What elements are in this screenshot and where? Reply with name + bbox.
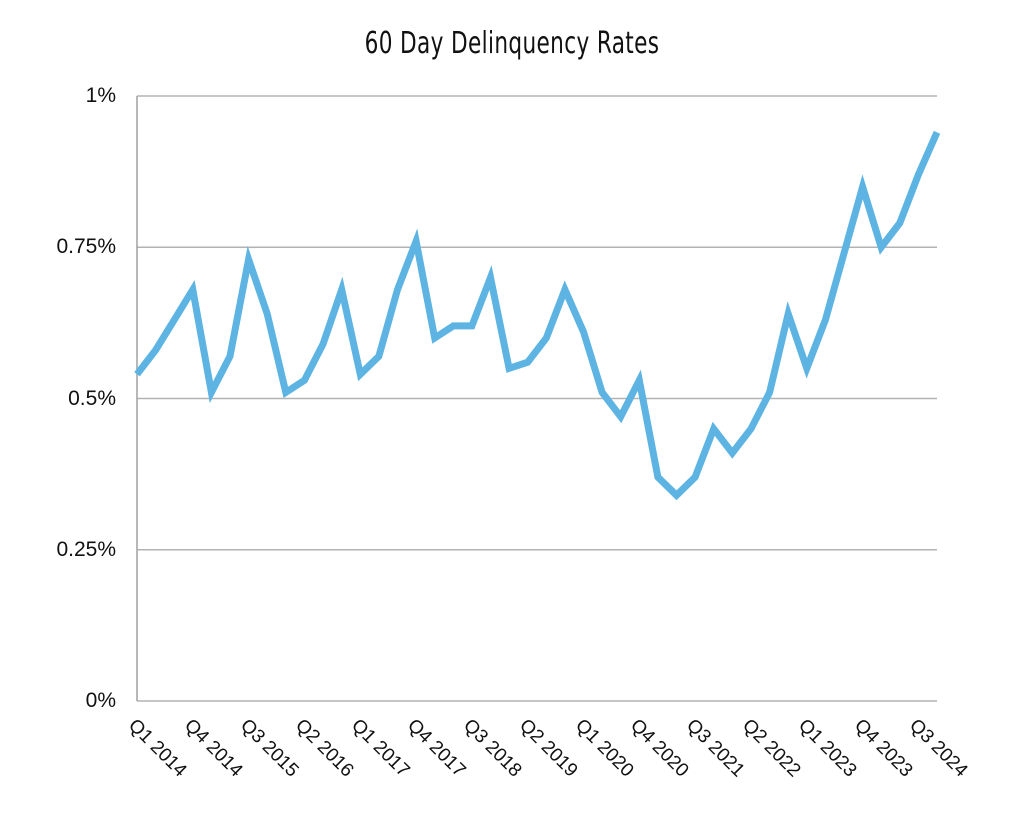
y-tick-label: 0% (85, 689, 116, 712)
y-tick-label: 1% (85, 84, 116, 107)
y-tick-label: 0.25% (56, 537, 116, 561)
chart-title: 60 Day Delinquency Rates (364, 26, 660, 61)
data-line (134, 130, 941, 501)
y-tick-label: 0.75% (56, 235, 116, 259)
y-tick-label: 0.5% (68, 386, 116, 410)
